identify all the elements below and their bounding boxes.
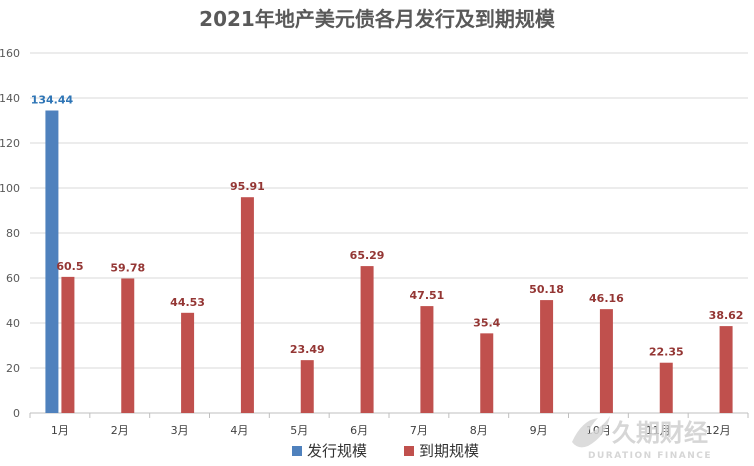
y-tick-label: 40 — [6, 317, 20, 330]
x-category-label: 1月 — [51, 424, 69, 437]
legend-swatch — [404, 446, 414, 456]
y-tick-label: 140 — [0, 92, 20, 105]
bar-issuance — [45, 110, 59, 413]
y-tick-label: 160 — [0, 47, 20, 60]
y-tick-label: 20 — [6, 362, 20, 375]
y-tick-label: 100 — [0, 182, 20, 195]
data-label: 95.91 — [230, 180, 265, 193]
data-label: 134.44 — [31, 94, 74, 107]
data-label: 38.62 — [709, 309, 744, 322]
data-label: 60.5 — [56, 260, 83, 273]
watermark-logo-icon — [572, 416, 610, 448]
watermark: 久期财经 DURATION FINANCE — [572, 416, 712, 461]
x-category-label: 3月 — [171, 424, 189, 437]
x-category-label: 8月 — [470, 424, 488, 437]
data-label: 35.4 — [473, 316, 500, 329]
legend: 发行规模 到期规模 — [292, 442, 479, 460]
x-category-label: 9月 — [530, 424, 548, 437]
y-axis-ticks: 0 20 40 60 80 100 120 140 160 — [0, 47, 20, 420]
x-category-label: 4月 — [230, 424, 248, 437]
data-labels: 134.44 60.5 59.78 44.53 95.91 23.49 65.29 47.51… — [31, 94, 744, 359]
x-category-label: 6月 — [350, 424, 368, 437]
bar-maturity — [181, 312, 195, 413]
data-label: 23.49 — [290, 343, 325, 356]
x-category-label: 11月 — [646, 424, 671, 437]
data-label: 47.51 — [410, 289, 445, 302]
x-category-label: 7月 — [410, 424, 428, 437]
x-category-label: 2月 — [111, 424, 129, 437]
bar-maturity — [240, 197, 254, 413]
y-tick-label: 80 — [6, 227, 20, 240]
watermark-text: 久期财经 — [612, 419, 708, 447]
data-label: 46.16 — [589, 292, 624, 305]
legend-label: 到期规模 — [419, 442, 479, 460]
bar-maturity — [540, 300, 554, 413]
legend-label: 发行规模 — [307, 442, 367, 460]
data-label: 50.18 — [529, 283, 564, 296]
bar-maturity — [61, 276, 75, 413]
bars — [45, 110, 733, 413]
bar-maturity — [121, 278, 135, 413]
y-tick-label: 0 — [13, 407, 20, 420]
gridlines — [29, 52, 749, 418]
y-tick-label: 60 — [6, 272, 20, 285]
bar-maturity — [300, 360, 314, 413]
bar-maturity — [719, 326, 733, 413]
x-category-label: 5月 — [290, 424, 308, 437]
bar-maturity — [659, 362, 673, 413]
data-label: 44.53 — [170, 296, 205, 309]
bar-maturity — [599, 309, 613, 413]
legend-swatch — [292, 446, 302, 456]
watermark-subtext: DURATION FINANCE — [588, 451, 712, 461]
bar-maturity — [480, 333, 494, 413]
y-tick-label: 120 — [0, 137, 20, 150]
x-category-label: 12月 — [706, 424, 731, 437]
bar-maturity — [420, 306, 434, 413]
data-label: 22.35 — [649, 346, 684, 359]
chart-title: 2021年地产美元债各月发行及到期规模 — [199, 7, 556, 31]
data-label: 65.29 — [350, 249, 385, 262]
bar-maturity — [360, 266, 374, 413]
data-label: 59.78 — [110, 261, 145, 274]
